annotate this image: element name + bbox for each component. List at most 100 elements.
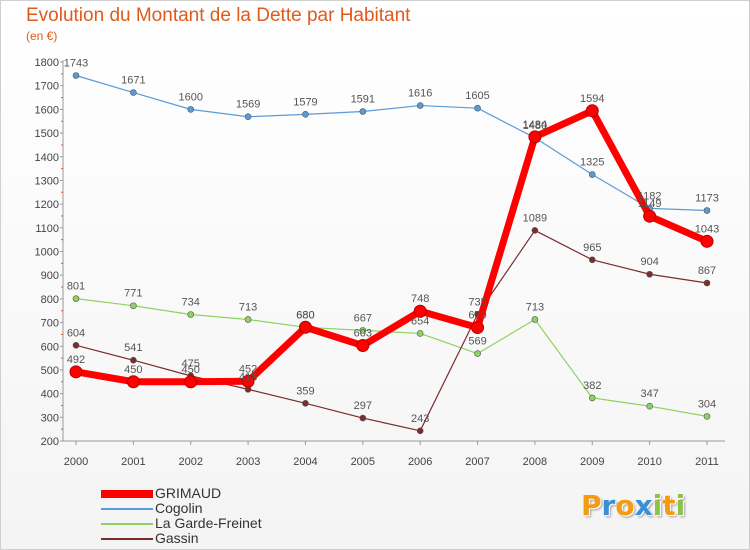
data-label: 492 <box>67 354 85 366</box>
y-tick-label: 1100 <box>35 223 59 235</box>
data-point <box>130 302 137 310</box>
data-label: 1579 <box>293 96 317 108</box>
data-label: 450 <box>124 364 142 376</box>
y-tick-label: 1300 <box>35 175 59 187</box>
logo-letter: x <box>634 489 653 522</box>
data-point <box>187 311 195 318</box>
data-point <box>703 279 711 287</box>
data-point <box>244 316 252 323</box>
legend-swatch <box>101 508 153 510</box>
x-tick-label: 2005 <box>351 456 375 468</box>
data-point <box>72 72 80 79</box>
data-label: 475 <box>182 358 200 370</box>
data-point <box>531 227 539 234</box>
data-label: 1569 <box>236 99 260 111</box>
data-label: 801 <box>67 281 85 293</box>
data-label: 359 <box>296 385 314 397</box>
data-label: 654 <box>411 315 429 327</box>
data-label: 679 <box>468 310 486 322</box>
data-label: 1484 <box>523 119 547 131</box>
data-label: 771 <box>124 288 142 300</box>
legend-label: GRIMAUD <box>155 485 222 501</box>
data-label: 734 <box>182 297 200 309</box>
legend-swatch <box>101 490 153 498</box>
data-label: 904 <box>640 256 658 268</box>
data-point <box>416 427 424 435</box>
data-point <box>302 111 309 118</box>
y-tick-label: 300 <box>41 412 59 424</box>
data-point <box>187 106 195 113</box>
data-label: 1591 <box>351 94 375 106</box>
data-label: 452 <box>239 363 257 375</box>
x-tick-label: 2000 <box>64 456 88 468</box>
data-point <box>646 402 653 410</box>
series-line-la-garde-freinet <box>75 298 708 417</box>
data-label: 1594 <box>580 93 604 105</box>
data-label: 735 <box>468 296 486 308</box>
x-tick-label: 2003 <box>236 456 260 468</box>
data-label: 713 <box>526 301 544 313</box>
data-point <box>130 89 137 96</box>
data-point <box>356 339 370 353</box>
data-label: 1043 <box>695 223 719 235</box>
logo-letter: P <box>581 489 602 522</box>
data-label: 1605 <box>465 90 489 102</box>
data-label: 965 <box>583 242 601 254</box>
data-point <box>703 207 711 214</box>
data-point <box>416 102 424 109</box>
data-label: 1480 <box>523 120 547 132</box>
y-tick-label: 900 <box>41 270 59 282</box>
y-tick-label: 800 <box>41 294 59 306</box>
data-label: 604 <box>67 327 85 339</box>
data-label: 1089 <box>523 212 547 224</box>
data-point <box>471 321 485 335</box>
legend-label: La Garde-Freinet <box>155 515 262 531</box>
data-point <box>643 209 657 223</box>
x-tick-label: 2004 <box>293 456 317 468</box>
data-label: 304 <box>698 398 716 410</box>
x-tick-label: 2007 <box>465 456 489 468</box>
data-point <box>416 330 424 337</box>
data-label: 667 <box>354 312 372 324</box>
proxiti-logo: Proxiti <box>581 489 685 522</box>
data-label: 603 <box>354 328 372 340</box>
data-label: 1182 <box>638 190 662 202</box>
data-point <box>531 316 539 323</box>
series-line-grimaud <box>72 107 711 386</box>
y-tick-label: 400 <box>41 389 59 401</box>
data-label: 450 <box>182 364 200 376</box>
data-point <box>72 342 80 349</box>
data-point <box>646 270 653 278</box>
data-point <box>359 414 367 422</box>
data-label: 418 <box>239 371 257 383</box>
x-tick-label: 2002 <box>178 456 202 468</box>
logo-letter: i <box>652 489 663 522</box>
legend-label: Gassin <box>155 530 199 546</box>
y-tick-label: 500 <box>41 365 59 377</box>
data-label: 1149 <box>638 198 662 210</box>
data-label: 569 <box>468 336 486 348</box>
data-label: 1325 <box>580 157 604 169</box>
line-chart: 200 300 400 500 600 700 800 900 1000 1100 1200 1300… <box>35 57 725 468</box>
legend-swatch <box>101 538 153 540</box>
chart-unit-label: (en €) <box>26 29 58 43</box>
data-label: 748 <box>411 293 429 305</box>
y-tick-label: 1700 <box>35 81 59 93</box>
series-line-gassin <box>75 229 708 432</box>
logo-letter: i <box>675 489 686 522</box>
data-point <box>130 356 137 364</box>
data-label: 867 <box>698 265 716 277</box>
data-point <box>241 374 255 388</box>
data-label: 680 <box>296 309 314 321</box>
y-tick-label: 1500 <box>35 128 59 140</box>
data-label: 680 <box>296 309 314 321</box>
y-tick-label: 700 <box>41 318 59 330</box>
x-tick-label: 2006 <box>408 456 432 468</box>
data-point <box>528 130 542 144</box>
legend-label: Cogolin <box>155 500 203 516</box>
x-tick-label: 2010 <box>637 456 661 468</box>
data-label: 382 <box>583 380 601 392</box>
x-tick-label: 2009 <box>580 456 604 468</box>
data-point <box>588 394 596 402</box>
